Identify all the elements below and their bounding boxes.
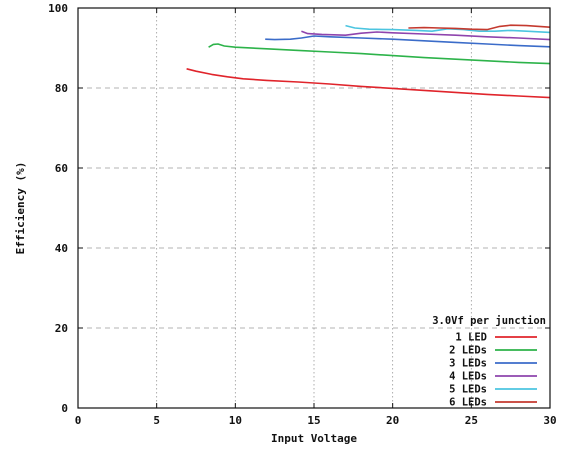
x-tick-label-10: 10 (229, 414, 242, 427)
y-tick-label-0: 0 (61, 402, 68, 415)
legend-title: 3.0Vf per junction (432, 315, 546, 327)
legend-label-6: 6 LEDs (449, 397, 487, 409)
axis-ticks: 0 5 10 15 20 25 30 0 20 40 60 80 100 (48, 2, 557, 427)
y-tick-label-40: 40 (55, 242, 68, 255)
x-tick-label-25: 25 (465, 414, 478, 427)
series-lines (186, 24, 551, 99)
y-tick-label-60: 60 (55, 162, 68, 175)
x-tick-label-15: 15 (307, 414, 320, 427)
y-tick-label-80: 80 (55, 82, 68, 95)
legend-label-5: 5 LEDs (449, 384, 487, 396)
series-line-4 (301, 30, 551, 41)
x-tick-label-30: 30 (543, 414, 556, 427)
x-tick-label-20: 20 (386, 414, 399, 427)
series-line-3 (265, 35, 551, 48)
legend-label-2: 2 LEDs (449, 345, 487, 357)
series-line-6 (408, 24, 551, 31)
y-tick-label-20: 20 (55, 322, 68, 335)
x-tick-label-0: 0 (75, 414, 82, 427)
legend-label-1: 1 LED (455, 332, 487, 344)
legend-label-4: 4 LEDs (449, 371, 487, 383)
series-line-2 (208, 43, 551, 65)
x-axis-label: Input Voltage (271, 432, 357, 445)
legend-label-3: 3 LEDs (449, 358, 487, 370)
grid-lines (78, 8, 550, 408)
x-tick-label-5: 5 (153, 414, 160, 427)
plot-frame (77, 7, 551, 409)
series-line-1 (186, 68, 551, 99)
y-tick-label-100: 100 (48, 2, 68, 15)
y-axis-label: Efficiency (%) (14, 162, 27, 255)
